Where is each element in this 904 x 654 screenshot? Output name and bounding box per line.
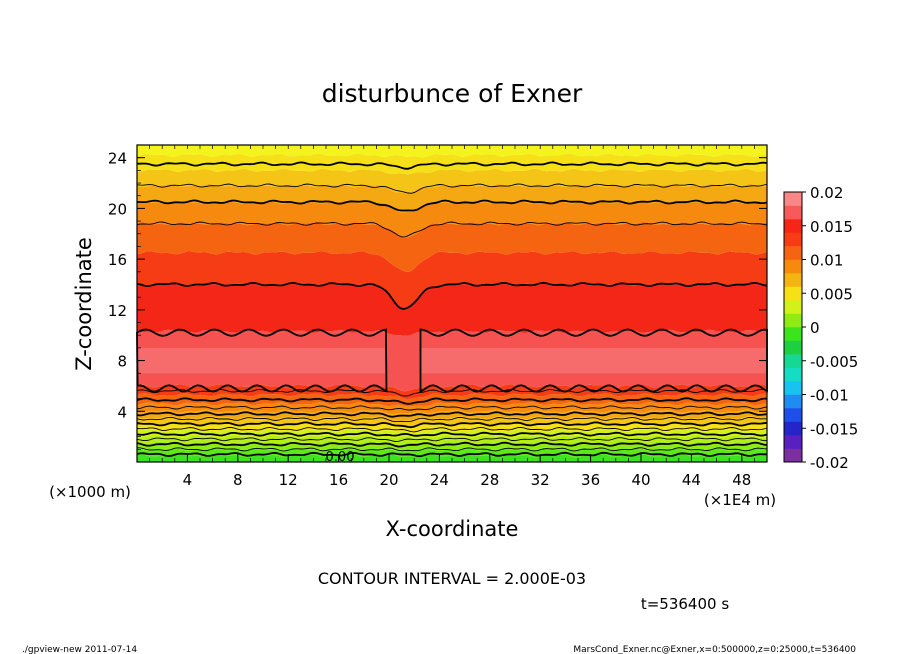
- colorbar-tick-label: 0.005: [810, 285, 853, 303]
- field-band: [137, 222, 767, 272]
- y-axis-label: Z-coordinate: [72, 237, 96, 371]
- x-tick-label: 32: [531, 471, 550, 489]
- colorbar-swatch: [784, 300, 802, 314]
- y-tick-label: 8: [117, 353, 127, 371]
- x-axis-label: X-coordinate: [386, 517, 519, 541]
- y-tick-label: 16: [108, 251, 127, 269]
- x-tick-label: 20: [379, 471, 398, 489]
- contour-line: [137, 447, 768, 452]
- colorbar-tick-label: -0.015: [810, 420, 858, 438]
- colorbar-swatch: [784, 448, 802, 463]
- contour-line: [136, 437, 768, 442]
- colorbar-swatch: [784, 192, 802, 206]
- time-text: t=536400 s: [641, 595, 729, 613]
- contour-line: [136, 426, 768, 433]
- x-tick-label: 8: [233, 471, 243, 489]
- contour-line: [136, 221, 768, 238]
- colorbar-tick-label: -0.02: [810, 454, 849, 472]
- footer-left: ./gpview-new 2011-07-14: [22, 645, 137, 654]
- colorbar-swatch: [784, 219, 802, 233]
- contour-line: [136, 421, 768, 429]
- contour-line: [136, 183, 768, 194]
- contour-line: [136, 397, 767, 405]
- field-band: [137, 282, 767, 336]
- contour-interval-text: CONTOUR INTERVAL = 2.000E-03: [318, 569, 586, 588]
- colorbar: 0.02 0.015 0.01 0.005 0 -0.005 -0.01 -0.015 -0.0…: [783, 184, 858, 472]
- colorbar-swatch: [784, 286, 802, 301]
- field-band: [137, 441, 767, 452]
- contour-line: [136, 431, 768, 437]
- colorbar-swatch: [784, 232, 802, 247]
- y-tick-label: 12: [108, 302, 127, 320]
- x-tick-label: 48: [732, 471, 751, 489]
- core-region: [420, 347, 767, 374]
- contour-lines: [136, 161, 768, 458]
- y-tick-label: 20: [108, 200, 127, 218]
- x-tick-label: 36: [581, 471, 600, 489]
- x-axis: 4 8 12 16 20 24 28 32 36 40 44 48: [136, 145, 768, 489]
- y-tick-label: 4: [117, 403, 127, 421]
- field-band: [137, 409, 767, 421]
- colorbar-swatch: [784, 327, 802, 341]
- footer-right: MarsCond_Exner.nc@Exner,x=0:500000,z=0:2…: [573, 645, 856, 654]
- x-tick-label: 40: [631, 471, 650, 489]
- colorbar-swatch: [784, 394, 802, 409]
- colorbar-swatch: [784, 246, 802, 260]
- colorbar-swatch: [784, 354, 802, 368]
- colorbar-swatch: [784, 367, 802, 382]
- field-band: [137, 435, 767, 445]
- field-band: [137, 251, 767, 308]
- colorbar-tick-label: 0.02: [810, 184, 843, 202]
- contour-line: [136, 281, 768, 310]
- colorbar-tick-label: -0.01: [810, 387, 849, 405]
- colorbar-tick-label: 0.015: [810, 218, 853, 236]
- y-axis: 4 8 12 16 20 24: [108, 144, 767, 463]
- core-region: [137, 347, 387, 374]
- colorbar-swatch: [784, 259, 802, 274]
- y-tick-label: 24: [108, 150, 127, 168]
- colorbar-swatch: [784, 408, 802, 422]
- x-unit-left: (×1000 m): [49, 483, 131, 501]
- contour-line: [137, 199, 768, 212]
- colorbar-tick-label: -0.005: [810, 353, 858, 371]
- x-tick-label: 28: [480, 471, 499, 489]
- field-band: [137, 200, 767, 238]
- contour-line: [136, 441, 768, 448]
- contour-line: [136, 328, 388, 393]
- x-tick-label: 44: [682, 471, 701, 489]
- colorbar-tick-label: 0: [810, 319, 820, 337]
- field-band: [137, 168, 767, 193]
- x-tick-label: 24: [430, 471, 449, 489]
- chart-title: disturbunce of Exner: [322, 79, 583, 108]
- contour-line: [136, 405, 768, 411]
- field-band: [137, 183, 767, 213]
- contour-field: [137, 145, 767, 462]
- x-tick-label: 4: [183, 471, 193, 489]
- contour-zero-label: 0.00: [326, 450, 355, 465]
- colorbar-swatch: [784, 435, 802, 449]
- contour-line: [136, 416, 767, 423]
- colorbar-swatch: [784, 421, 802, 436]
- contour-line: [136, 451, 767, 458]
- x-tick-label: 16: [329, 471, 348, 489]
- field-band: [137, 145, 767, 158]
- colorbar-swatch: [784, 340, 802, 355]
- colorbar-swatch: [784, 313, 802, 328]
- colorbar-swatch: [784, 273, 802, 287]
- x-tick-label: 12: [279, 471, 298, 489]
- field-band: [137, 402, 767, 415]
- x-unit-right: (×1E4 m): [704, 491, 776, 509]
- colorbar-swatch: [784, 205, 802, 220]
- colorbar-tick-label: 0.01: [810, 252, 843, 270]
- contour-line: [137, 161, 768, 170]
- colorbar-swatch: [784, 381, 802, 395]
- contour-line: [136, 411, 768, 418]
